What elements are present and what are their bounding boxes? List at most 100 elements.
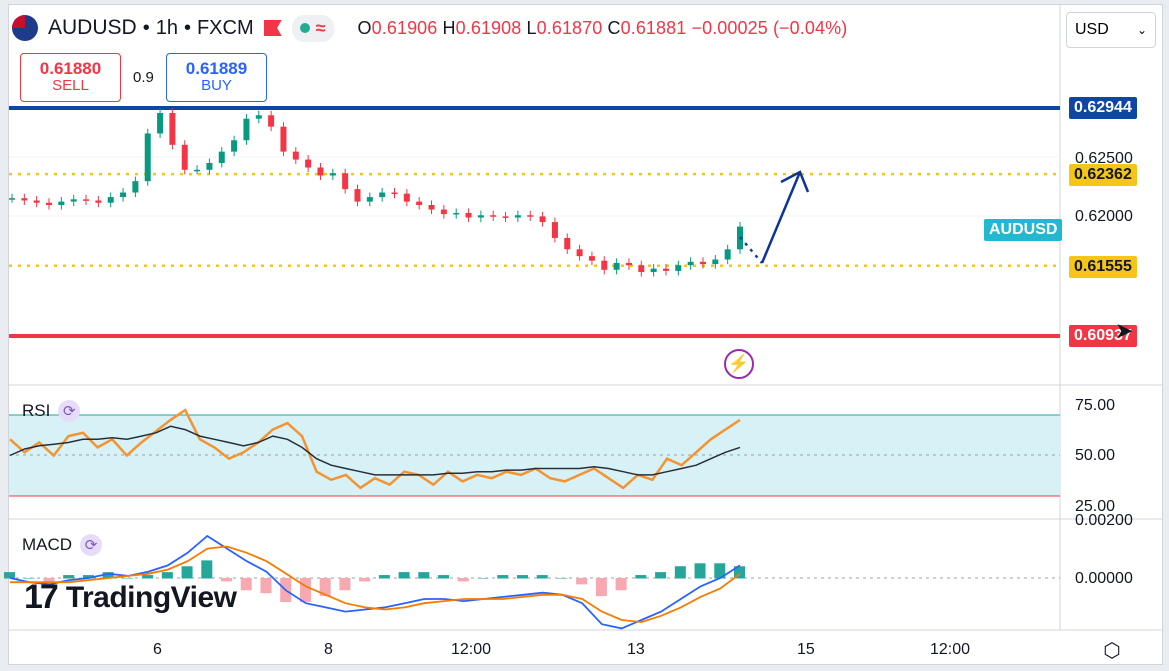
level-tag-1: 0.62362 xyxy=(1069,164,1137,186)
macd-histogram-bar xyxy=(418,572,430,579)
macd-histogram-bar xyxy=(576,578,588,585)
macd-histogram-bar xyxy=(536,575,548,579)
buy-price: 0.61889 xyxy=(185,59,248,78)
level-tag-2: 0.61555 xyxy=(1069,256,1137,278)
candle-body xyxy=(342,173,349,190)
arrow-head-icon xyxy=(780,170,810,193)
candle-body xyxy=(453,212,460,215)
candle-body xyxy=(440,209,447,215)
candle-body xyxy=(58,201,65,206)
macd-tick-1: 0.00000 xyxy=(1075,570,1133,587)
sell-button[interactable]: 0.61880 SELL xyxy=(20,53,121,102)
candle-body xyxy=(477,215,484,218)
time-tick-1: 8 xyxy=(324,641,333,658)
rsi-label[interactable]: RSI ⟳ xyxy=(22,400,81,422)
rsi-tick-1: 50.00 xyxy=(1075,447,1116,464)
sell-price: 0.61880 xyxy=(39,59,102,78)
time-tick-2: 12:00 xyxy=(451,641,492,658)
macd-histogram-bar xyxy=(240,578,252,591)
time-tick-5: 12:00 xyxy=(930,641,971,658)
candle-body xyxy=(292,151,299,160)
macd-histogram-bar xyxy=(655,572,667,579)
candle-body xyxy=(539,216,546,223)
macd-histogram-bar xyxy=(299,578,311,603)
macd-histogram-bar xyxy=(23,578,35,579)
candle-body xyxy=(379,192,386,198)
macd-histogram-bar xyxy=(714,563,726,579)
candle-body xyxy=(687,261,694,266)
macd-histogram-bar xyxy=(595,578,607,597)
cursor-icon: ➤ xyxy=(1115,318,1134,343)
macd-histogram-bar xyxy=(359,578,371,582)
buy-label: BUY xyxy=(201,77,232,94)
symbol-price-tag: AUDUSD xyxy=(984,219,1063,241)
tv-logo-icon: 17 xyxy=(24,578,59,616)
candle-body xyxy=(490,215,497,217)
candle-body xyxy=(268,115,275,127)
candle-body xyxy=(391,192,398,195)
ohlc-readout: O0.61906 H0.61908 L0.61870 C0.61881 −0.0… xyxy=(357,17,848,38)
candle-body xyxy=(206,162,213,170)
candle-body xyxy=(502,216,509,218)
projection-arrow xyxy=(760,171,802,264)
candle-body xyxy=(33,200,40,203)
settings-icon[interactable]: ⬡ xyxy=(1103,639,1121,662)
wave-icon: ≈ xyxy=(315,17,326,38)
macd-histogram-bar xyxy=(4,572,15,579)
macd-histogram-bar xyxy=(63,575,75,579)
macd-histogram-bar xyxy=(122,578,134,579)
candle-body xyxy=(662,268,669,271)
level-tag-0: 0.62944 xyxy=(1069,97,1137,119)
lightning-icon[interactable]: ⚡ xyxy=(724,349,754,379)
candle-body xyxy=(588,256,595,261)
interval[interactable]: 1h xyxy=(155,16,178,39)
time-tick-4: 15 xyxy=(797,641,815,658)
tradingview-logo: 17 TradingView xyxy=(24,578,237,617)
candle-body xyxy=(354,189,361,202)
candle-body xyxy=(638,265,645,273)
candle-body xyxy=(169,112,176,145)
candle-body xyxy=(21,198,28,201)
candle-body xyxy=(243,118,250,141)
macd-histogram-bar xyxy=(556,578,568,579)
buy-button[interactable]: 0.61889 BUY xyxy=(166,53,267,102)
exchange[interactable]: FXCM xyxy=(196,16,254,39)
candle-body xyxy=(724,249,731,260)
flag-marker-icon[interactable] xyxy=(263,20,282,36)
macd-histogram-bar xyxy=(102,572,114,579)
signal-line xyxy=(10,545,741,624)
candle-body xyxy=(95,200,102,203)
market-status-pill[interactable]: ≈ xyxy=(291,14,334,42)
macd-histogram-bar xyxy=(260,578,272,594)
macd-title: MACD xyxy=(22,535,73,554)
refresh-icon[interactable]: ⟳ xyxy=(58,400,81,422)
time-tick-3: 13 xyxy=(627,641,645,658)
candle-body xyxy=(231,140,238,152)
time-tick-0: 6 xyxy=(153,641,162,658)
spread: 0.9 xyxy=(133,69,154,86)
candle-body xyxy=(403,193,410,202)
candle-body xyxy=(625,262,632,266)
candle-body xyxy=(527,215,534,217)
macd-histogram-bar xyxy=(161,572,173,579)
price-tick-1: 0.62000 xyxy=(1075,208,1133,225)
separator-2: • xyxy=(183,16,191,39)
refresh-icon-2[interactable]: ⟳ xyxy=(80,534,103,556)
brand-name: TradingView xyxy=(65,580,237,614)
macd-histogram-bar xyxy=(694,563,706,579)
flag-icon xyxy=(12,15,38,41)
candle-body xyxy=(514,215,521,218)
candle-body xyxy=(132,181,139,193)
macd-tick-0: 0.00200 xyxy=(1075,512,1133,529)
macd-label[interactable]: MACD ⟳ xyxy=(22,534,103,556)
currency-select[interactable]: USD ⌄ xyxy=(1066,12,1156,48)
candle-body xyxy=(83,199,90,201)
macd-histogram-bar xyxy=(516,575,528,579)
level-tag-3: 0.60937 xyxy=(1069,325,1137,347)
currency-value: USD xyxy=(1075,21,1109,38)
rsi-line xyxy=(9,408,741,490)
symbol-name[interactable]: AUDUSD xyxy=(48,16,137,39)
macd-histogram-bar xyxy=(339,578,351,591)
macd-histogram-bar xyxy=(615,578,627,591)
